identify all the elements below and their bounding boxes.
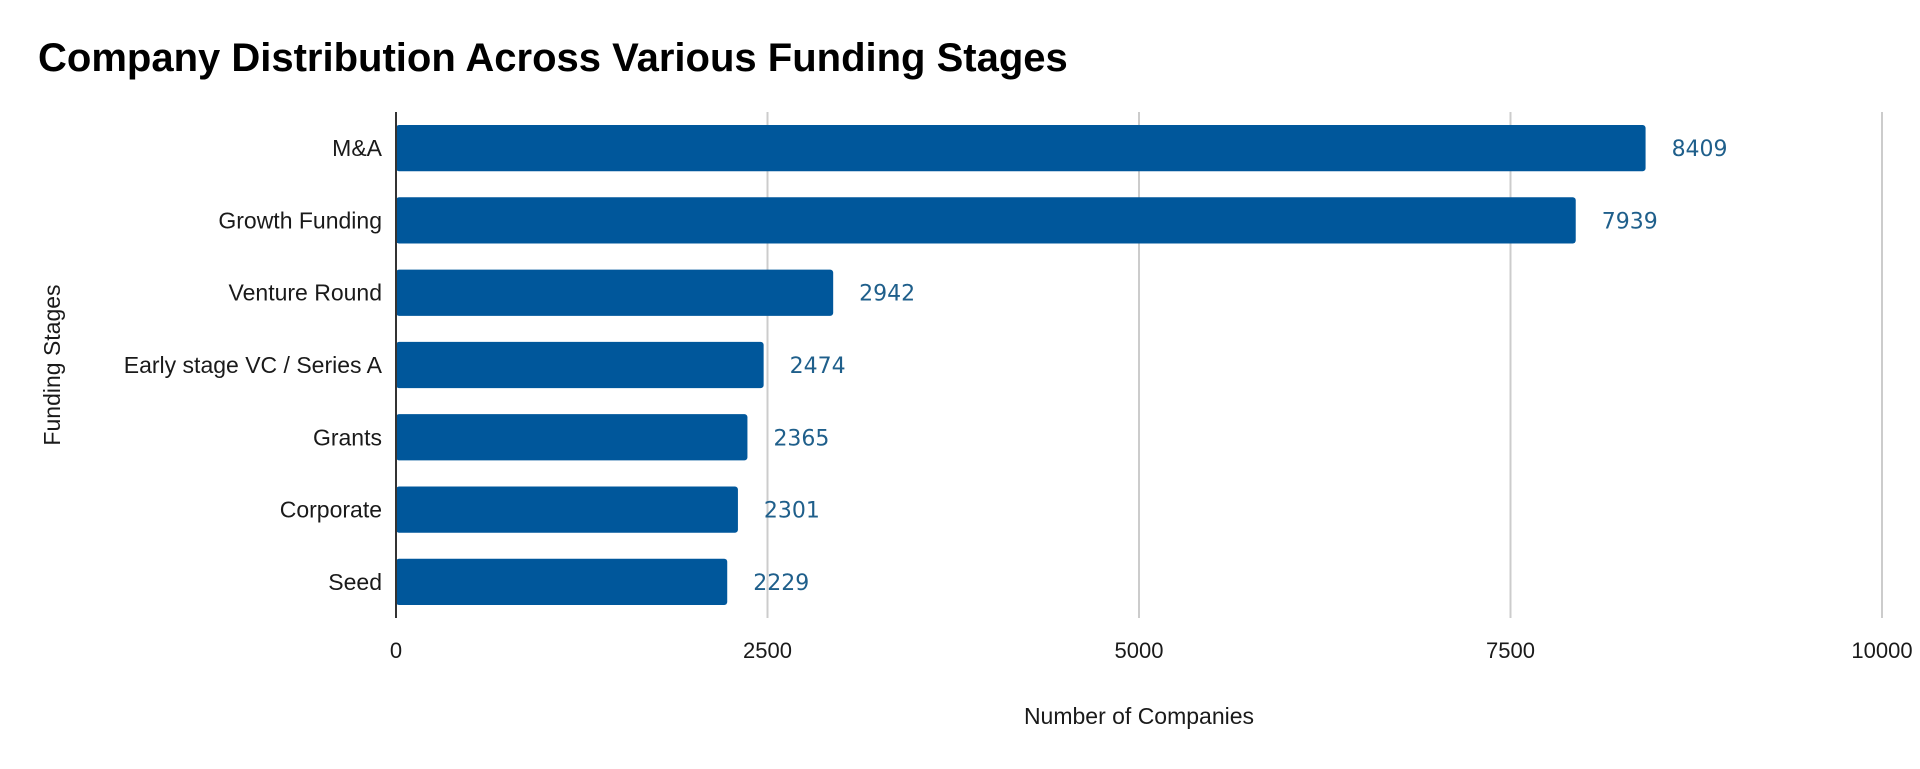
bar [396, 414, 748, 461]
y-axis-title: Funding Stages [39, 284, 65, 445]
bar [396, 125, 1646, 172]
x-axis-title: Number of Companies [1024, 703, 1254, 729]
data-label: 7939 [1602, 209, 1658, 234]
data-label: 2474 [790, 354, 846, 379]
bar [396, 197, 1576, 244]
category-label: Seed [328, 569, 382, 595]
data-label: 2942 [859, 282, 915, 307]
bar [396, 269, 834, 316]
labels: 0 2500 5000 7500 10000 M&A 8409 Growth Funding 7… [124, 135, 1913, 663]
data-label: 2229 [753, 571, 809, 596]
category-label: Growth Funding [218, 207, 382, 233]
bar [396, 341, 764, 389]
bar [396, 558, 728, 605]
category-label: Early stage VC / Series A [124, 352, 383, 378]
grid-lines [766, 112, 1883, 618]
chart-title: Company Distribution Across Various Fund… [38, 36, 1068, 80]
category-label: Venture Round [229, 280, 382, 306]
x-tick-label: 5000 [1115, 638, 1164, 663]
category-label: Corporate [280, 497, 382, 523]
category-label: M&A [332, 135, 383, 161]
category-label: Grants [313, 424, 382, 450]
x-tick-label: 10000 [1851, 638, 1912, 663]
x-tick-label: 0 [390, 638, 402, 663]
x-tick-label: 2500 [743, 638, 792, 663]
bars [396, 125, 1646, 605]
x-tick-label: 7500 [1486, 638, 1535, 663]
data-label: 8409 [1672, 137, 1728, 162]
data-label: 2365 [773, 426, 829, 451]
bar [396, 486, 738, 533]
data-label: 2301 [764, 499, 820, 524]
